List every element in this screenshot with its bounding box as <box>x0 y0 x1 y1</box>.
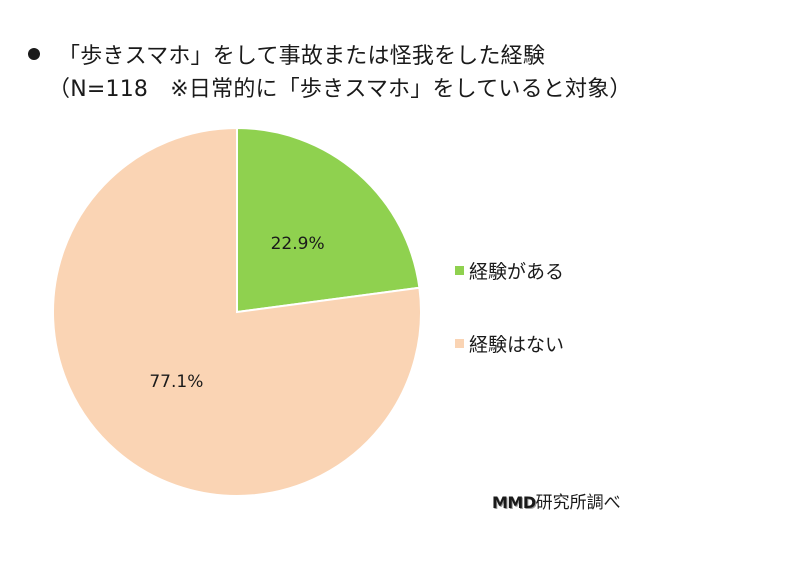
chart-title-line: 「歩きスマホ」をして事故または怪我をした経験 <box>28 40 788 73</box>
legend-label-not-experienced: 経験はない <box>469 333 565 356</box>
pie-slice-not-experienced <box>52 126 422 497</box>
legend-item-not-experienced: 経験はない <box>455 328 564 358</box>
source-credit: MMD研究所調べ <box>492 488 621 513</box>
legend-label-experienced: 経験がある <box>469 260 565 283</box>
pie-slice-experienced <box>236 126 421 314</box>
pie-label-experienced: 22.9% <box>271 234 325 254</box>
chart-legend: 経験がある 経験はない <box>455 255 564 401</box>
source-suffix: 研究所調べ <box>535 493 621 513</box>
pie-labels: 22.9% 77.1% <box>149 234 324 392</box>
chart-title: 「歩きスマホ」をして事故または怪我をした経験 <box>58 44 546 69</box>
chart-title-block: 「歩きスマホ」をして事故または怪我をした経験 （N=118 ※日常的に「歩きスマ… <box>28 40 788 106</box>
legend-item-experienced: 経験がある <box>455 255 564 285</box>
pie-slices <box>52 126 422 497</box>
bullet-icon <box>28 48 40 60</box>
legend-swatch-experienced <box>455 265 464 275</box>
source-brand: MMD <box>492 493 536 512</box>
chart-subtitle: （N=118 ※日常的に「歩きスマホ」をしていると対象） <box>48 77 632 102</box>
legend-swatch-not-experienced <box>455 338 464 348</box>
pie-label-not-experienced: 77.1% <box>149 372 203 392</box>
